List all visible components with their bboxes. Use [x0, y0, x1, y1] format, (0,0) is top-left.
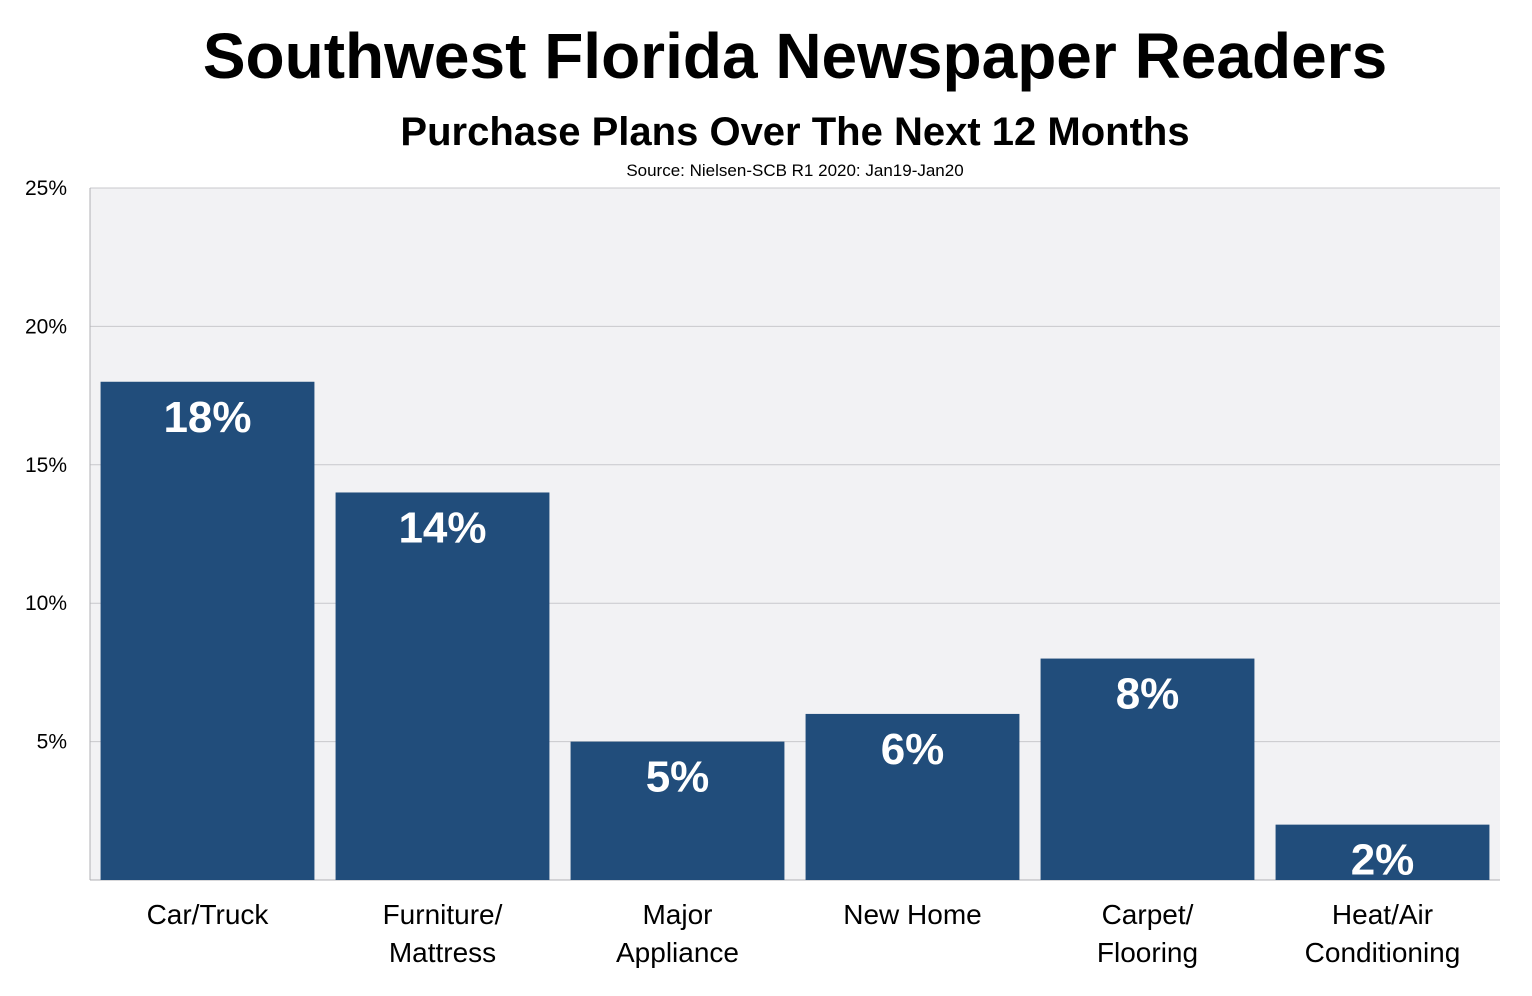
bar	[1275, 824, 1490, 880]
bar	[335, 492, 550, 880]
bars	[100, 381, 1490, 880]
y-tick-label: 15%	[25, 454, 67, 477]
x-tick-label: Heat/Air Conditioning	[1305, 899, 1461, 968]
x-tick-label: New Home	[843, 899, 981, 930]
data-label: 18%	[163, 393, 251, 442]
y-tick-label: 20%	[25, 315, 67, 338]
y-axis: 5% 10% 15% 20% 25%	[25, 177, 1500, 881]
x-tick-label: Major Appliance	[616, 899, 739, 968]
bar	[100, 381, 315, 880]
chart-subtitle: Purchase Plans Over The Next 12 Months	[400, 110, 1190, 154]
y-tick-label: 25%	[25, 177, 67, 200]
plot-area	[90, 188, 1500, 880]
chart-title: Southwest Florida Newspaper Readers	[202, 20, 1388, 92]
data-label: 6%	[881, 725, 945, 774]
y-tick-label: 5%	[37, 731, 67, 754]
bar	[570, 741, 785, 880]
x-tick-label: Carpet/Flooring	[1097, 899, 1198, 968]
data-labels: 18% 14% 5% 6% 8% 2%	[163, 393, 1414, 885]
x-axis: Car/Truck Furniture/Mattress Major Applianc…	[147, 899, 1461, 968]
chart-source: Source: Nielsen-SCB R1 2020: Jan19-Jan20	[626, 161, 964, 180]
bar	[805, 713, 1020, 880]
data-label: 14%	[398, 503, 486, 552]
data-label: 5%	[646, 753, 710, 802]
data-label: 2%	[1351, 836, 1415, 885]
y-tick-label: 10%	[25, 592, 67, 615]
x-tick-label: Furniture/Mattress	[383, 899, 503, 968]
x-tick-label: Car/Truck	[147, 899, 270, 930]
bar	[1040, 658, 1255, 880]
data-label: 8%	[1116, 670, 1180, 719]
gridlines	[90, 187, 1500, 743]
